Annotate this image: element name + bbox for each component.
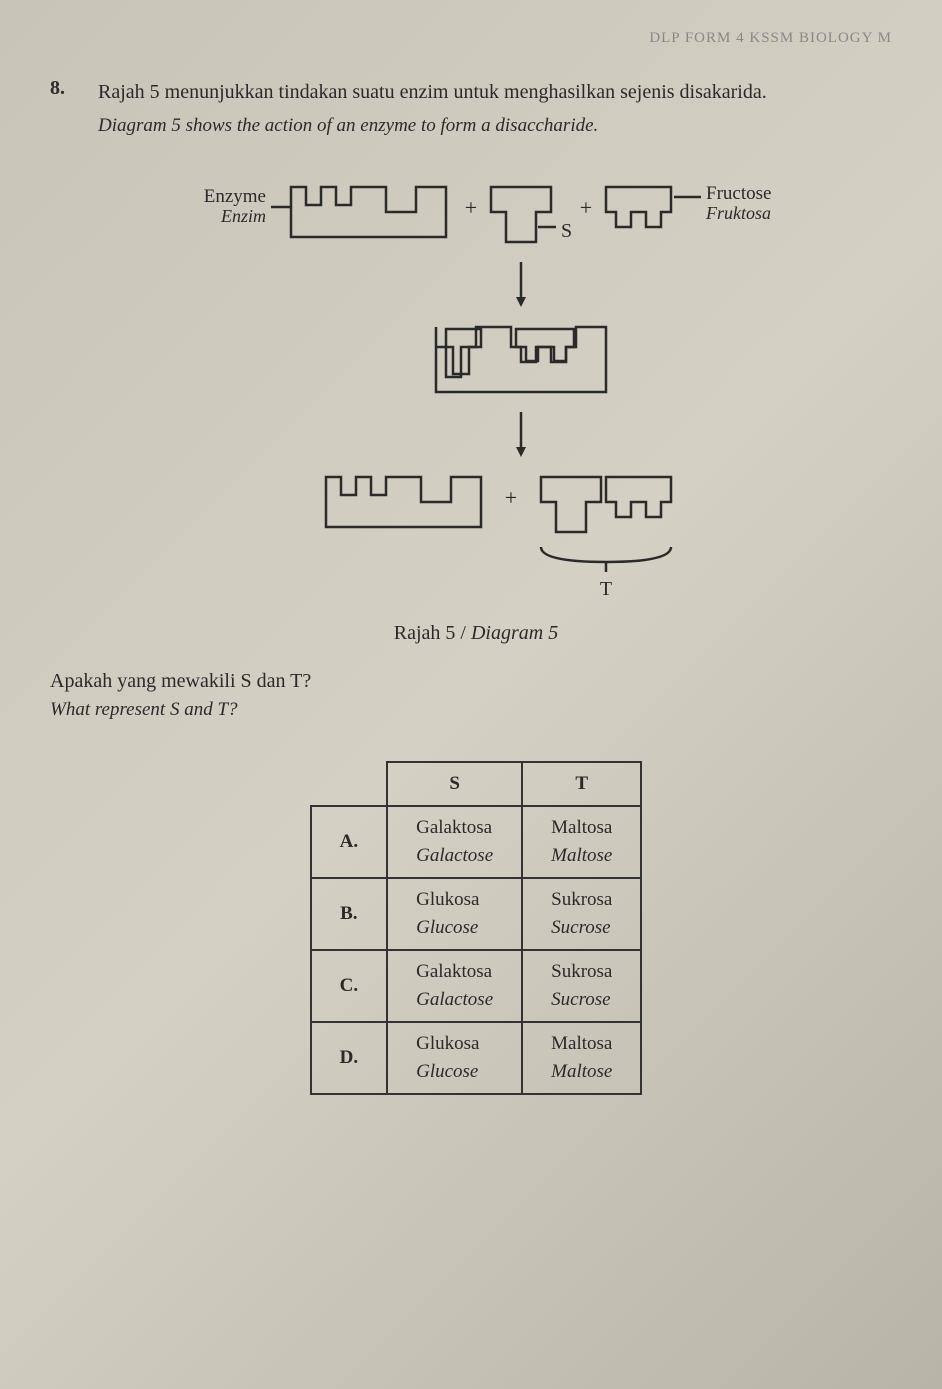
enzyme-label: Enzyme bbox=[204, 186, 266, 207]
cell-t-ms: Maltosa bbox=[551, 817, 612, 839]
cell-s-en: Glucose bbox=[416, 1061, 493, 1083]
cell-s-ms: Glukosa bbox=[416, 1033, 493, 1055]
cell-t-ms: Sukrosa bbox=[551, 961, 612, 983]
cell-s-en: Glucose bbox=[416, 917, 493, 939]
option-label: C. bbox=[311, 950, 387, 1022]
page: DLP FORM 4 KSSM BIOLOGY M 8. Rajah 5 men… bbox=[0, 0, 942, 1155]
subquestion-en: What represent S and T? bbox=[50, 699, 902, 721]
cell-t-en: Maltose bbox=[551, 1061, 612, 1083]
cell-s-en: Galactose bbox=[416, 989, 493, 1011]
table-header-row: S T bbox=[311, 762, 642, 806]
option-label: A. bbox=[311, 806, 387, 878]
question-text-en: Diagram 5 shows the action of an enzyme … bbox=[98, 115, 902, 137]
cell-s: Galaktosa Galactose bbox=[387, 950, 522, 1022]
s-label: S bbox=[561, 220, 572, 242]
cell-s: Galaktosa Galactose bbox=[387, 806, 522, 878]
enzyme-diagram: Enzyme Enzim + S + Fructose Fruktosa bbox=[126, 167, 826, 607]
table-row: C. Galaktosa Galactose Sukrosa Sucrose bbox=[311, 950, 642, 1022]
fructose-label-it: Fruktosa bbox=[705, 203, 771, 223]
table-header-t: T bbox=[522, 762, 641, 806]
cell-s-ms: Galaktosa bbox=[416, 817, 493, 839]
fructose-label: Fructose bbox=[706, 183, 771, 204]
cell-s: Glukosa Glucose bbox=[387, 878, 522, 950]
question-row: 8. Rajah 5 menunjukkan tindakan suatu en… bbox=[50, 77, 902, 107]
diagram-area: Enzyme Enzim + S + Fructose Fruktosa bbox=[126, 167, 826, 645]
cell-s-ms: Galaktosa bbox=[416, 961, 493, 983]
table-header-s: S bbox=[387, 762, 522, 806]
plus-2: + bbox=[580, 195, 592, 220]
cell-t: Sukrosa Sucrose bbox=[522, 878, 641, 950]
table-corner bbox=[311, 762, 387, 806]
table-row: B. Glukosa Glucose Sukrosa Sucrose bbox=[311, 878, 642, 950]
page-header: DLP FORM 4 KSSM BIOLOGY M bbox=[50, 30, 902, 47]
question-number: 8. bbox=[50, 77, 78, 107]
answer-table: S T A. Galaktosa Galactose Maltosa Malto… bbox=[310, 761, 643, 1095]
caption-ms: Rajah 5 bbox=[394, 622, 456, 644]
question-text-ms: Rajah 5 menunjukkan tindakan suatu enzim… bbox=[98, 77, 767, 107]
cell-t-ms: Sukrosa bbox=[551, 889, 612, 911]
option-label: B. bbox=[311, 878, 387, 950]
cell-t: Maltosa Maltose bbox=[522, 806, 641, 878]
plus-3: + bbox=[505, 485, 517, 510]
cell-t-en: Sucrose bbox=[551, 989, 612, 1011]
cell-t-en: Maltose bbox=[551, 845, 612, 867]
caption-sep: / bbox=[455, 622, 471, 644]
cell-s: Glukosa Glucose bbox=[387, 1022, 522, 1094]
cell-s-ms: Glukosa bbox=[416, 889, 493, 911]
cell-t-en: Sucrose bbox=[551, 917, 612, 939]
cell-s-en: Galactose bbox=[416, 845, 493, 867]
table-row: A. Galaktosa Galactose Maltosa Maltose bbox=[311, 806, 642, 878]
table-row: D. Glukosa Glucose Maltosa Maltose bbox=[311, 1022, 642, 1094]
cell-t: Sukrosa Sucrose bbox=[522, 950, 641, 1022]
option-label: D. bbox=[311, 1022, 387, 1094]
t-label: T bbox=[600, 578, 612, 600]
diagram-caption: Rajah 5 / Diagram 5 bbox=[126, 622, 826, 645]
plus-1: + bbox=[465, 195, 477, 220]
subquestion-ms: Apakah yang mewakili S dan T? bbox=[50, 670, 902, 693]
caption-en: Diagram 5 bbox=[471, 622, 558, 644]
cell-t: Maltosa Maltose bbox=[522, 1022, 641, 1094]
enzyme-label-it: Enzim bbox=[220, 206, 266, 226]
cell-t-ms: Maltosa bbox=[551, 1033, 612, 1055]
